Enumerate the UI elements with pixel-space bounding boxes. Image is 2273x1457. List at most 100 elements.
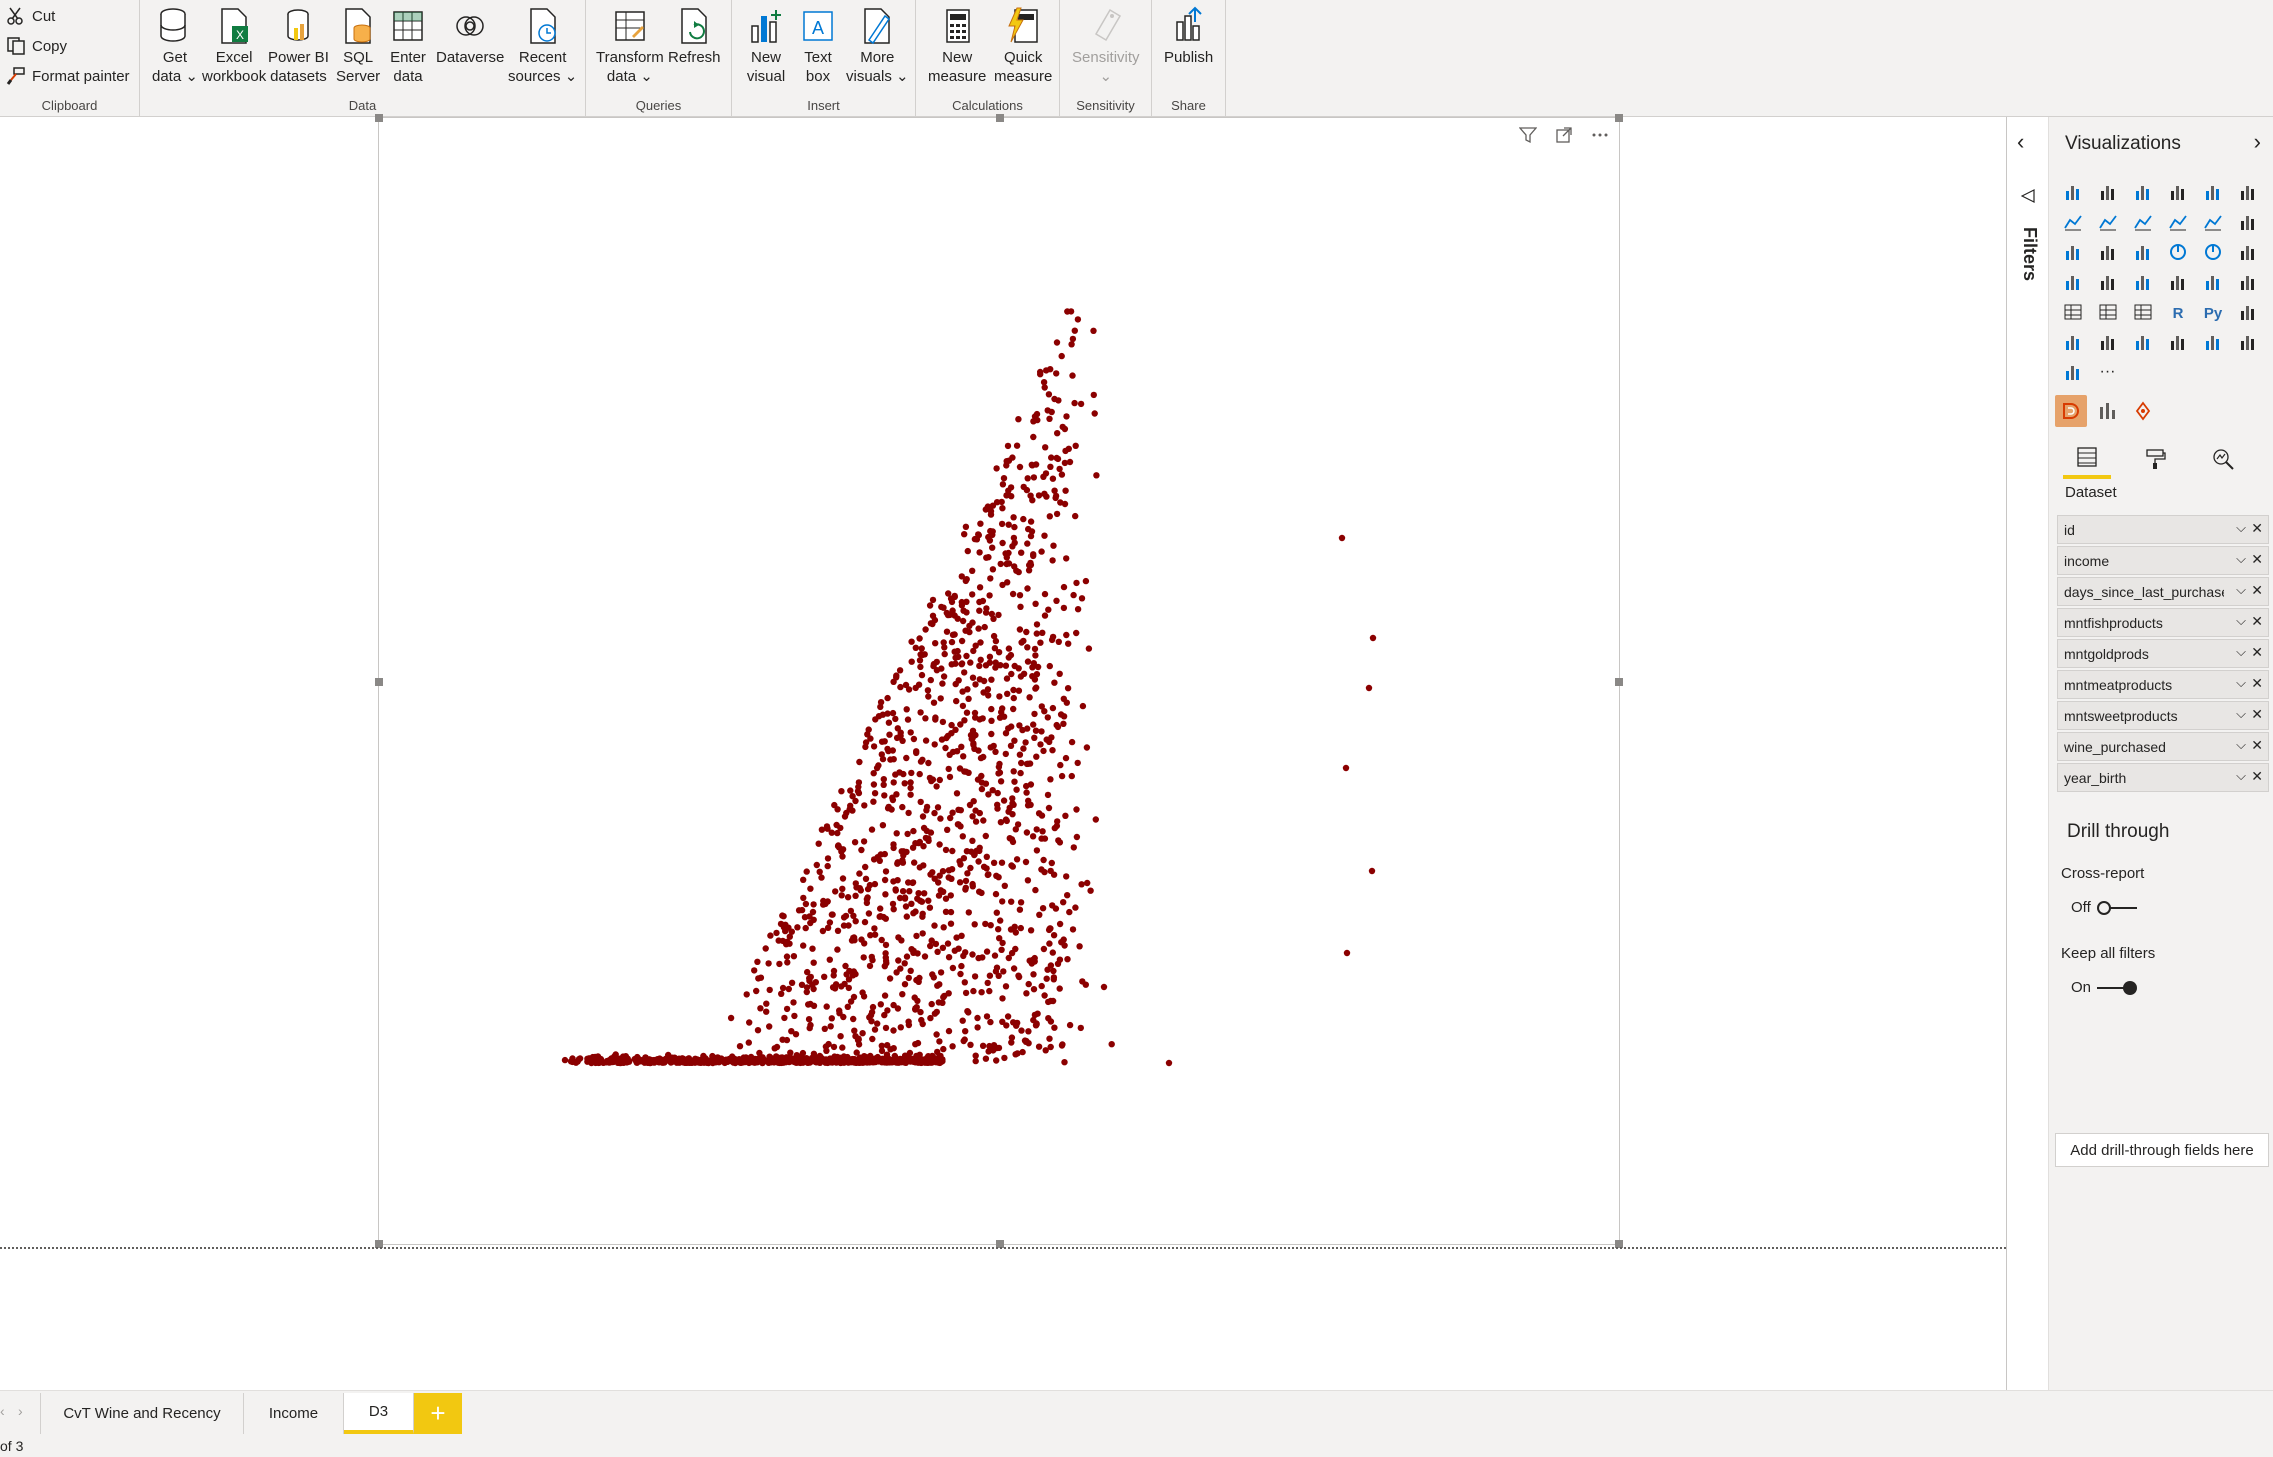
- scatter-point[interactable]: [907, 784, 914, 792]
- scatter-point[interactable]: [893, 969, 900, 976]
- scatter-point[interactable]: [987, 922, 994, 929]
- scatter-point[interactable]: [976, 809, 983, 817]
- scatter-point[interactable]: [824, 855, 832, 862]
- arcgis-icon[interactable]: [2195, 327, 2230, 357]
- scatter-point[interactable]: [1032, 727, 1040, 734]
- scatter-point[interactable]: [1023, 789, 1030, 796]
- scatter-point[interactable]: [1036, 911, 1043, 918]
- scatter-point[interactable]: [1077, 1024, 1084, 1032]
- scatter-point[interactable]: [766, 1023, 773, 1030]
- sensitivity-button[interactable]: Sensitivity ⌄: [1072, 4, 1140, 86]
- scatter-point[interactable]: [1069, 335, 1077, 343]
- scatter-point[interactable]: [908, 769, 915, 777]
- scatter-point[interactable]: [1048, 636, 1056, 644]
- scatter-point[interactable]: [1015, 687, 1023, 694]
- scatter-point[interactable]: [1044, 966, 1051, 973]
- scatter-point[interactable]: [988, 676, 995, 683]
- scatter-point[interactable]: [1030, 721, 1037, 728]
- scatter-icon[interactable]: [2125, 237, 2160, 267]
- scatter-point[interactable]: [1003, 458, 1010, 465]
- scatter-point[interactable]: [901, 981, 909, 988]
- scatter-point[interactable]: [842, 962, 849, 970]
- scatter-point[interactable]: [986, 537, 994, 544]
- scatter-point[interactable]: [1042, 444, 1049, 451]
- scatter-point[interactable]: [918, 671, 926, 679]
- scatter-point[interactable]: [1032, 652, 1039, 659]
- scatter-point[interactable]: [922, 715, 929, 722]
- scatter-point[interactable]: [1049, 557, 1056, 564]
- scatter-point[interactable]: [800, 894, 807, 902]
- scatter-point[interactable]: [1052, 492, 1060, 500]
- scatter-point[interactable]: [969, 951, 976, 958]
- scatter-point[interactable]: [939, 944, 947, 951]
- scatter-point[interactable]: [951, 631, 958, 638]
- scatter-point[interactable]: [1049, 704, 1057, 712]
- scatter-point[interactable]: [746, 1019, 753, 1026]
- scatter-point[interactable]: [926, 774, 934, 782]
- scatter-point[interactable]: [1051, 679, 1058, 686]
- scatter-point[interactable]: [960, 753, 967, 760]
- scatter-point[interactable]: [926, 602, 934, 609]
- scatter-point[interactable]: [1043, 975, 1050, 982]
- scatter-point[interactable]: [1024, 658, 1032, 665]
- scatter-point[interactable]: [939, 868, 947, 875]
- scatter-point[interactable]: [929, 596, 937, 604]
- power-automate-icon[interactable]: [2055, 357, 2090, 387]
- scatter-point[interactable]: [942, 895, 950, 902]
- scatter-point[interactable]: [1027, 561, 1035, 569]
- scatter-point[interactable]: [887, 1046, 894, 1053]
- add-drill-through-fields-well[interactable]: Add drill-through fields here: [2055, 1133, 2269, 1167]
- chevron-down-icon[interactable]: ⌵: [2236, 706, 2246, 721]
- scatter-point[interactable]: [850, 993, 858, 1001]
- scatter-point[interactable]: [992, 748, 999, 755]
- scatter-point[interactable]: [899, 991, 906, 998]
- scatter-point[interactable]: [1076, 943, 1083, 950]
- scatter-point[interactable]: [788, 979, 796, 986]
- scatter-point[interactable]: [957, 721, 964, 728]
- field-well-item[interactable]: mntfishproducts ⌵ ✕: [2057, 608, 2269, 637]
- scatter-point[interactable]: [843, 971, 850, 978]
- scatter-point[interactable]: [927, 1014, 934, 1022]
- scatter-point[interactable]: [1063, 873, 1070, 880]
- scatter-point[interactable]: [1043, 736, 1050, 743]
- scatter-point[interactable]: [720, 1058, 728, 1066]
- scatter-point[interactable]: [860, 993, 868, 1000]
- scatter-point[interactable]: [961, 979, 968, 986]
- scatter-point[interactable]: [986, 653, 994, 660]
- scatter-point[interactable]: [940, 888, 947, 895]
- scatter-point[interactable]: [953, 790, 961, 797]
- scatter-point[interactable]: [1041, 708, 1048, 715]
- scatter-point[interactable]: [995, 874, 1002, 881]
- scatter-point[interactable]: [916, 770, 923, 778]
- scatter-point[interactable]: [966, 622, 973, 630]
- scatter-point[interactable]: [999, 481, 1007, 488]
- scatter-point[interactable]: [934, 1048, 941, 1056]
- add-page-button[interactable]: +: [414, 1393, 462, 1434]
- scatter-point[interactable]: [1030, 986, 1038, 993]
- scatter-point[interactable]: [1030, 1016, 1037, 1024]
- scatter-point[interactable]: [1073, 806, 1080, 813]
- scatter-point[interactable]: [915, 890, 922, 897]
- scatter-point[interactable]: [1077, 400, 1085, 408]
- scatter-point[interactable]: [1071, 327, 1078, 334]
- scatter-point[interactable]: [561, 1056, 569, 1064]
- resize-handle-right[interactable]: [1615, 678, 1623, 686]
- scatter-point[interactable]: [1042, 1047, 1049, 1054]
- scatter-point[interactable]: [1064, 308, 1071, 315]
- scatter-point[interactable]: [1040, 379, 1048, 386]
- scatter-point[interactable]: [997, 560, 1004, 568]
- scatter-point[interactable]: [810, 985, 817, 993]
- scatter-point[interactable]: [895, 957, 902, 964]
- scatter-point[interactable]: [747, 1053, 755, 1061]
- scatter-point[interactable]: [1053, 370, 1060, 377]
- scatter-point[interactable]: [1049, 475, 1057, 482]
- scatter-point[interactable]: [932, 640, 939, 647]
- scatter-point[interactable]: [913, 1052, 920, 1060]
- scatter-point[interactable]: [1038, 866, 1045, 873]
- scatter-point[interactable]: [882, 868, 890, 875]
- scatter-point[interactable]: [839, 885, 846, 892]
- scatter-point[interactable]: [1078, 595, 1086, 602]
- scatter-point[interactable]: [925, 693, 932, 700]
- resize-handle-bottom[interactable]: [996, 1240, 1004, 1248]
- scatter-point[interactable]: [939, 999, 946, 1006]
